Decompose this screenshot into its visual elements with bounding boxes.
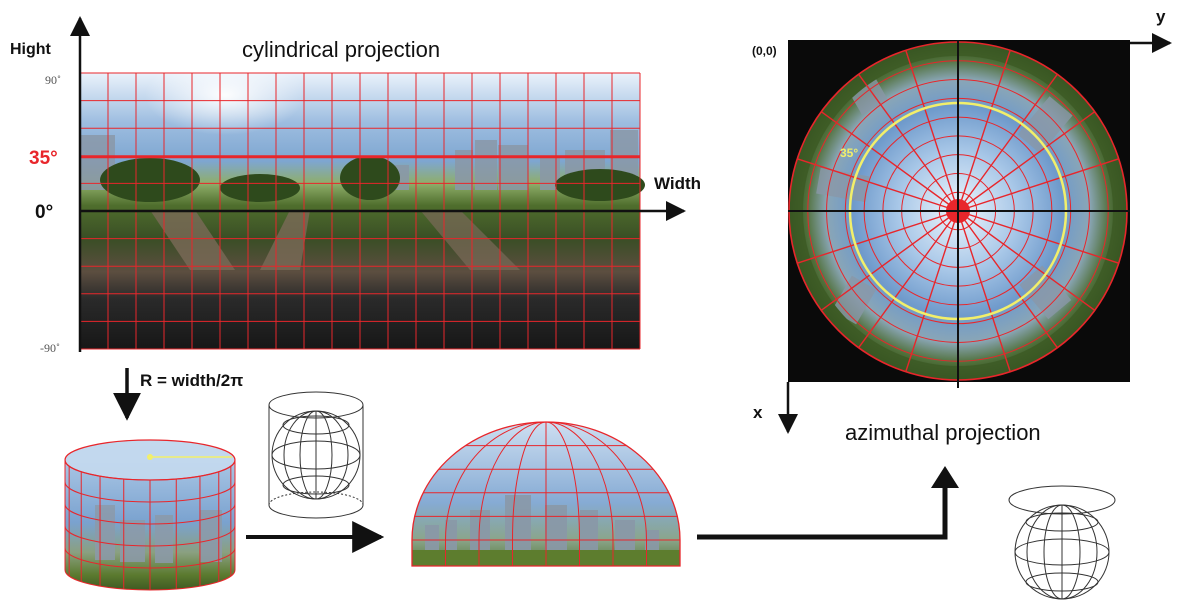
tick-0: 0° [35,202,53,223]
dome-grid-meridian [545,421,647,566]
azimuthal-grid-spoke [957,210,1096,311]
azimuthal-grid-spoke [957,158,1119,212]
dome-grid [411,421,681,567]
dome-grid-meridian [545,421,580,566]
photo-dome [411,421,681,567]
dome-grid-meridian [512,421,547,566]
cylindrical-title: cylindrical projection [242,37,440,62]
cyl-grid-ring [64,569,236,591]
width-label: Width [654,174,701,193]
azimuthal-grid-spoke [905,50,959,212]
azimuthal-grid-spoke [797,158,959,212]
ring-35-label: 35° [840,146,858,160]
sphere-in-cylinder-icon [268,391,364,519]
azimuthal-grid-spoke [797,210,959,264]
cyl-grid-ring [64,547,236,569]
azimuthal-grid-spoke [957,210,1011,372]
azimuthal-grid-spoke [858,73,959,212]
azimuthal-grid-spoke [820,210,959,311]
tick-35: 35° [29,148,58,169]
cylindrical-panorama [79,55,645,350]
dome-grid-meridian [478,421,547,566]
cyl-grid-ring [64,525,236,547]
tick-minus-90: -90˚ [40,341,60,355]
azimuthal-grid-spoke [957,73,1058,212]
hight-label: Hight [10,41,52,58]
photo-cylinder [64,439,236,591]
y-axis-label: y [1156,7,1166,26]
cyl-grid-ring [64,481,236,503]
azimuthal-grid-spoke [858,210,959,349]
arrow-to-azimuthal [697,478,948,540]
cyl-grid-top [64,439,236,481]
cylinder-center-dot [147,454,153,460]
azimuthal-grid-spoke [957,111,1096,212]
azimuthal-title: azimuthal projection [845,420,1041,445]
azimuthal-grid-spoke [905,210,959,372]
cylinder-grid [64,439,236,591]
azimuthal-grid-spoke [957,210,1119,264]
azimuthal-grid-spoke [820,111,959,212]
azimuthal-grid-spoke [957,50,1011,212]
cyl-grid-ring [64,503,236,525]
tick-90: 90˚ [45,73,61,87]
origin-label: (0,0) [752,44,777,58]
azimuthal-grid-spoke [957,210,1058,349]
arrow-to-azimuthal-head [931,466,959,488]
azimuthal-panel: 35° [788,40,1130,388]
dome-grid-meridian [545,421,614,566]
radius-formula: R = width/2π [140,371,243,390]
dome-grid-meridian [445,421,547,566]
x-axis-label: x [753,403,763,422]
sphere-with-plane-icon [1008,485,1116,600]
